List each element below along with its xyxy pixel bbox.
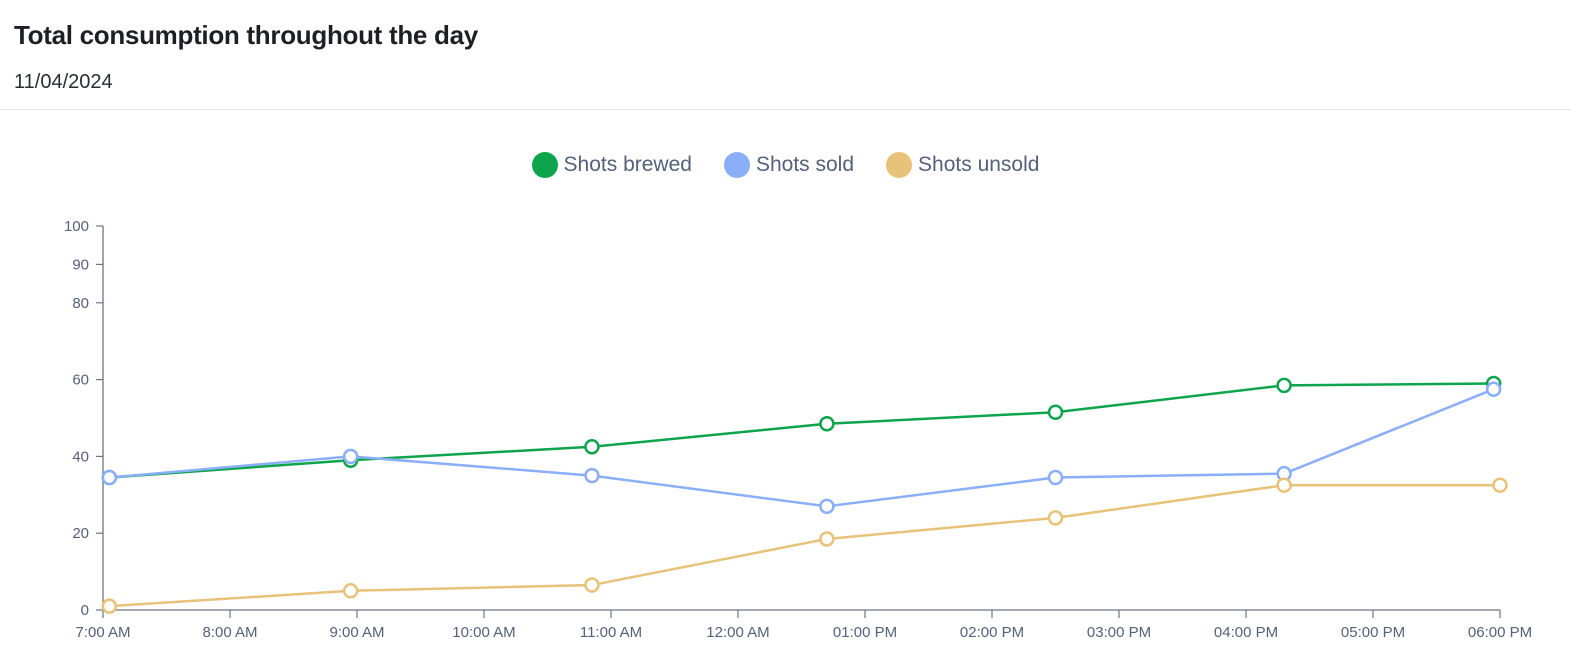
y-tick-label-60: 60 [72,372,89,389]
y-tick-label-40: 40 [72,448,89,465]
chart-legend: Shots brewed Shots sold Shots unsold [0,152,1571,178]
legend-label-shots-brewed: Shots brewed [563,153,692,176]
x-tick-label-8: 03:00 PM [1087,624,1151,641]
x-tick-label-5: 12:00 AM [706,624,769,641]
x-tick-label-0: 7:00 AM [75,624,130,641]
point-shots-unsold-6 [1492,477,1508,493]
x-tick-label-2: 9:00 AM [329,624,384,641]
point-shots-brewed-5 [1276,377,1292,394]
x-tick-label-9: 04:00 PM [1214,624,1278,641]
x-tick-label-6: 01:00 PM [833,624,897,641]
point-shots-unsold-3 [819,531,835,547]
legend-swatch-shots-brewed [531,152,558,178]
legend-item-shots-sold[interactable]: Shots sold [723,152,855,178]
series-line-shots-brewed [109,382,1494,479]
point-shots-brewed-4 [1047,404,1064,420]
x-tick-label-7: 02:00 PM [960,624,1024,641]
point-shots-sold-6 [1485,381,1502,397]
card-header: Total consumption throughout the day 11/… [0,0,1571,110]
point-shots-unsold-2 [584,577,600,593]
point-shots-unsold-0 [101,598,118,614]
y-tick-label-100: 100 [64,218,89,235]
x-tick-label-10: 05:00 PM [1341,624,1405,641]
x-tick-label-4: 11:00 AM [580,624,642,641]
legend-item-shots-unsold[interactable]: Shots unsold [886,152,1039,178]
legend-swatch-shots-sold [723,152,750,178]
y-tick-label-90: 90 [72,256,89,273]
point-shots-sold-1 [342,448,359,465]
point-shots-unsold-5 [1276,477,1292,493]
x-tick-label-1: 8:00 AM [202,624,257,641]
y-tick-label-80: 80 [72,295,89,312]
point-shots-sold-3 [819,498,835,515]
point-shots-brewed-2 [584,439,600,455]
legend-label-shots-sold: Shots sold [755,153,855,176]
point-shots-brewed-3 [819,416,835,432]
chart-date: 11/04/2024 [14,71,113,93]
point-shots-sold-4 [1047,469,1064,486]
legend-label-shots-unsold: Shots unsold [918,153,1040,176]
point-shots-unsold-1 [342,583,359,599]
x-tick-label-11: 06:00 PM [1468,624,1532,641]
legend-item-shots-brewed[interactable]: Shots brewed [531,152,692,178]
y-tick-label-0: 0 [81,602,89,619]
point-shots-sold-2 [584,467,600,484]
point-shots-sold-0 [101,469,118,486]
point-shots-unsold-4 [1047,510,1064,526]
chart-title: Total consumption throughout the day [14,20,478,50]
x-tick-label-3: 10:00 AM [452,624,515,641]
legend-swatch-shots-unsold [886,152,913,178]
y-tick-label-20: 20 [72,525,89,542]
